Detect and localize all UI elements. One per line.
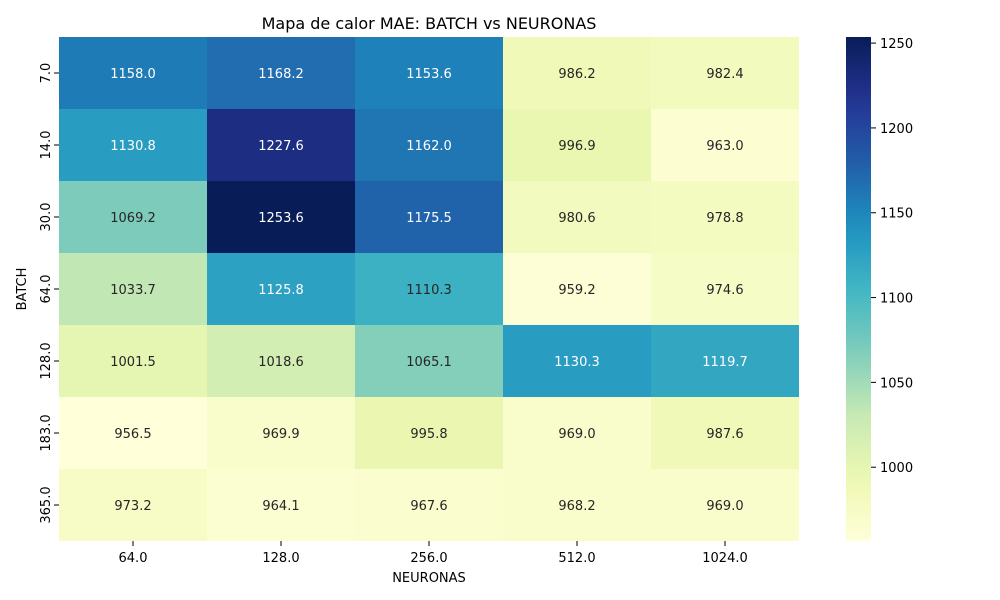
cell-value-label: 1175.5 <box>406 211 452 226</box>
cell-value-label: 1253.6 <box>258 211 304 226</box>
cell-value-label: 982.4 <box>706 67 743 82</box>
cell-value-label: 1018.6 <box>258 355 304 370</box>
heatmap-cell <box>651 109 799 181</box>
heatmap-cell <box>355 253 503 325</box>
x-axis-label: NEURONAS <box>392 571 466 586</box>
heatmap-cell <box>651 37 799 109</box>
colorbar-tick-label: 1050 <box>880 376 913 391</box>
cell-value-label: 967.6 <box>410 499 447 514</box>
x-tick-label: 1024.0 <box>702 551 748 566</box>
cell-value-label: 1162.0 <box>406 139 452 154</box>
y-tick-label: 64.0 <box>39 275 54 304</box>
heatmap-cell <box>503 325 651 397</box>
colorbar <box>846 37 871 541</box>
colorbar-ticks: 1000 1050 1100 1150 1200 1250 <box>871 37 913 476</box>
heatmap-cell <box>207 397 355 469</box>
cell-value-label: 964.1 <box>262 499 299 514</box>
cell-value-label: 1033.7 <box>110 283 156 298</box>
y-tick-label: 365.0 <box>39 486 54 523</box>
cell-value-label: 1130.3 <box>554 355 600 370</box>
heatmap-cell <box>651 397 799 469</box>
heatmap-cell <box>355 397 503 469</box>
cell-value-label: 956.5 <box>114 427 151 442</box>
y-tick-label: 128.0 <box>39 342 54 379</box>
heatmap-cell <box>355 37 503 109</box>
cell-value-label: 996.9 <box>558 139 595 154</box>
heatmap-cell <box>355 109 503 181</box>
cell-value-label: 974.6 <box>706 283 743 298</box>
heatmap-cell <box>59 325 207 397</box>
cell-value-label: 1125.8 <box>258 283 304 298</box>
x-tick-label: 256.0 <box>410 551 447 566</box>
heatmap-cell <box>503 253 651 325</box>
colorbar-tick-label: 1250 <box>880 37 913 52</box>
cell-value-label: 959.2 <box>558 283 595 298</box>
heatmap-cell <box>503 469 651 541</box>
x-axis-ticks: 64.0 128.0 256.0 512.0 1024.0 <box>119 541 748 566</box>
heatmap-cell <box>59 109 207 181</box>
heatmap-cell <box>651 469 799 541</box>
colorbar-tick-label: 1000 <box>880 461 913 476</box>
heatmap-cell <box>503 397 651 469</box>
heatmap-cell <box>503 37 651 109</box>
heatmap-cell <box>355 181 503 253</box>
heatmap-cell <box>207 181 355 253</box>
heatmap-cell <box>207 37 355 109</box>
heatmap-cell <box>651 181 799 253</box>
heatmap-cell <box>59 181 207 253</box>
cell-value-label: 1158.0 <box>110 67 156 82</box>
cell-value-label: 995.8 <box>410 427 447 442</box>
cell-value-label: 1069.2 <box>110 211 156 226</box>
y-axis-ticks: 7.0 14.0 30.0 64.0 128.0 183.0 365.0 <box>39 63 59 524</box>
cell-value-label: 1065.1 <box>406 355 452 370</box>
cell-value-label: 969.0 <box>558 427 595 442</box>
cell-value-label: 1153.6 <box>406 67 452 82</box>
x-tick-label: 512.0 <box>558 551 595 566</box>
cell-value-label: 1130.8 <box>110 139 156 154</box>
colorbar-tick-label: 1100 <box>880 292 913 307</box>
heatmap-cell <box>59 37 207 109</box>
y-tick-label: 14.0 <box>39 131 54 160</box>
cell-value-label: 963.0 <box>706 139 743 154</box>
cell-value-label: 987.6 <box>706 427 743 442</box>
colorbar-tick-label: 1150 <box>880 207 913 222</box>
cell-value-label: 969.9 <box>262 427 299 442</box>
cell-value-label: 1110.3 <box>406 283 452 298</box>
y-tick-label: 7.0 <box>39 63 54 84</box>
cell-value-label: 1001.5 <box>110 355 156 370</box>
heatmap-cell <box>651 325 799 397</box>
heatmap-cell <box>207 253 355 325</box>
heatmap-cell <box>207 469 355 541</box>
y-axis-label: BATCH <box>15 268 30 311</box>
heatmap-cell <box>355 325 503 397</box>
heatmap-cell <box>59 469 207 541</box>
y-tick-label: 30.0 <box>39 203 54 232</box>
cell-value-label: 1168.2 <box>258 67 304 82</box>
cell-value-label: 1227.6 <box>258 139 304 154</box>
heatmap-cell <box>503 181 651 253</box>
heatmap-cell <box>355 469 503 541</box>
cell-value-label: 986.2 <box>558 67 595 82</box>
heatmap-cell <box>651 253 799 325</box>
cell-value-label: 973.2 <box>114 499 151 514</box>
cell-value-label: 980.6 <box>558 211 595 226</box>
heatmap-cells: 1158.0 1168.2 1153.6 986.2 982.4 1130.8 1227.6… <box>59 37 799 541</box>
x-tick-label: 128.0 <box>262 551 299 566</box>
cell-value-label: 1119.7 <box>702 355 748 370</box>
y-tick-label: 183.0 <box>39 414 54 451</box>
x-tick-label: 64.0 <box>119 551 148 566</box>
cell-value-label: 969.0 <box>706 499 743 514</box>
heatmap-cell <box>207 325 355 397</box>
colorbar-tick-label: 1200 <box>880 122 913 137</box>
heatmap-cell <box>59 253 207 325</box>
cell-value-label: 968.2 <box>558 499 595 514</box>
heatmap-cell <box>59 397 207 469</box>
heatmap-cell <box>503 109 651 181</box>
heatmap-cell <box>207 109 355 181</box>
cell-value-label: 978.8 <box>706 211 743 226</box>
chart-title: Mapa de calor MAE: BATCH vs NEURONAS <box>262 14 597 33</box>
